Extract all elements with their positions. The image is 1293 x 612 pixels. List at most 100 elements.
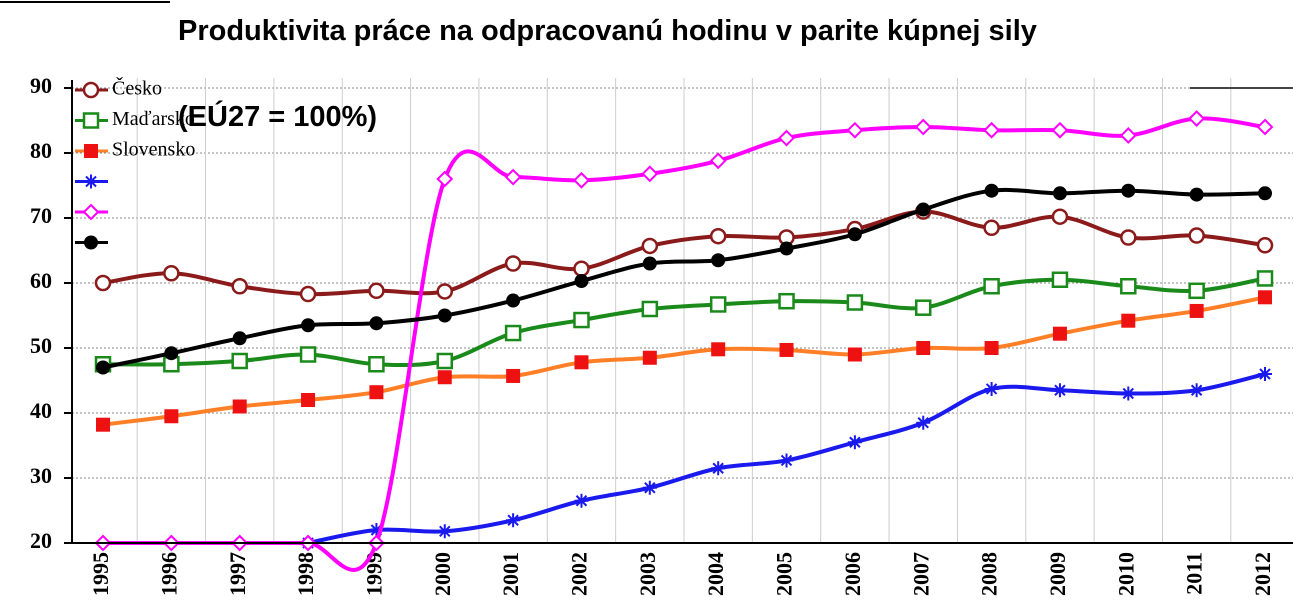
marker	[1052, 383, 1067, 398]
marker	[1052, 186, 1067, 201]
marker	[84, 174, 98, 189]
x-tick-label: 2006	[840, 552, 865, 596]
marker	[711, 461, 726, 476]
marker	[916, 415, 931, 430]
marker	[231, 278, 248, 295]
marker	[1121, 313, 1136, 328]
y-tick-label: 60	[30, 268, 52, 293]
lines	[94, 110, 1274, 572]
x-tick-label: 2002	[567, 552, 592, 596]
y-tick-label: 70	[30, 203, 52, 228]
marker	[84, 235, 98, 250]
x-tick-label: 2012	[1250, 552, 1275, 596]
marker	[984, 381, 999, 396]
marker	[299, 346, 317, 363]
y-tick-label: 30	[30, 463, 52, 488]
marker	[1051, 271, 1069, 288]
x-tick-label: 2010	[1113, 552, 1138, 596]
marker	[1258, 290, 1272, 305]
marker	[82, 203, 100, 221]
marker	[573, 311, 590, 329]
marker	[504, 255, 522, 272]
marker	[641, 237, 659, 255]
marker	[1188, 282, 1205, 300]
x-tick-label: 2005	[772, 552, 797, 596]
marker	[846, 121, 864, 139]
x-tick-label: 2009	[1045, 552, 1070, 596]
x-tick-label: 2003	[635, 552, 660, 596]
marker	[914, 299, 932, 316]
marker	[983, 278, 1000, 295]
marker	[96, 417, 110, 432]
marker	[1256, 118, 1274, 136]
marker	[436, 283, 454, 300]
marker	[1189, 303, 1204, 318]
marker	[368, 356, 385, 373]
marker	[301, 318, 316, 333]
marker	[369, 316, 384, 331]
y-tick-label: 20	[30, 528, 52, 553]
marker	[709, 152, 727, 170]
marker	[1121, 183, 1136, 198]
marker	[1188, 110, 1206, 127]
marker	[164, 346, 179, 361]
marker	[642, 256, 657, 271]
legend-label: Maďarsko	[112, 108, 195, 130]
marker	[984, 341, 999, 355]
marker	[847, 435, 862, 450]
marker	[96, 360, 110, 375]
marker	[1121, 386, 1136, 401]
x-tick-label: 2004	[703, 552, 728, 596]
y-tick-label: 50	[30, 333, 52, 358]
x-tick-label: 2001	[498, 552, 523, 596]
marker	[506, 293, 521, 308]
marker	[642, 480, 657, 495]
marker	[437, 524, 452, 539]
marker	[301, 393, 316, 407]
marker	[1258, 186, 1272, 201]
marker	[846, 294, 864, 311]
legend-label: Česko	[112, 76, 162, 100]
marker	[847, 347, 862, 362]
marker	[1051, 208, 1069, 225]
marker	[1256, 237, 1274, 254]
marker	[299, 285, 317, 303]
marker	[778, 129, 795, 147]
marker	[1052, 326, 1067, 341]
marker	[916, 202, 931, 217]
marker	[573, 260, 590, 277]
marker	[232, 331, 247, 346]
marker	[437, 370, 452, 385]
x-tick-label: 1995	[88, 552, 113, 596]
marker	[709, 296, 727, 313]
marker	[163, 265, 180, 282]
marker	[779, 453, 794, 468]
x-tick-label: 2008	[977, 552, 1002, 596]
legend-label: Slovensko	[112, 139, 195, 161]
marker	[232, 399, 247, 414]
marker	[231, 352, 248, 370]
x-tick-label: 2000	[430, 552, 455, 596]
marker	[84, 144, 98, 158]
marker	[1188, 227, 1205, 244]
marker	[916, 341, 931, 355]
marker	[506, 513, 521, 528]
marker	[369, 385, 384, 400]
x-tick-label: 2007	[908, 552, 933, 596]
marker	[983, 121, 1001, 139]
marker	[504, 324, 522, 342]
marker	[94, 274, 112, 292]
y-tick-label: 40	[30, 398, 52, 423]
marker	[1051, 121, 1069, 139]
marker	[1258, 367, 1272, 381]
marker	[983, 219, 1000, 236]
marker	[914, 118, 932, 136]
marker	[574, 355, 589, 370]
marker	[779, 342, 794, 357]
marker	[573, 171, 590, 189]
marker	[574, 493, 589, 508]
x-tick-label: 1996	[156, 552, 181, 596]
marker	[1189, 383, 1204, 398]
marker	[711, 342, 726, 357]
